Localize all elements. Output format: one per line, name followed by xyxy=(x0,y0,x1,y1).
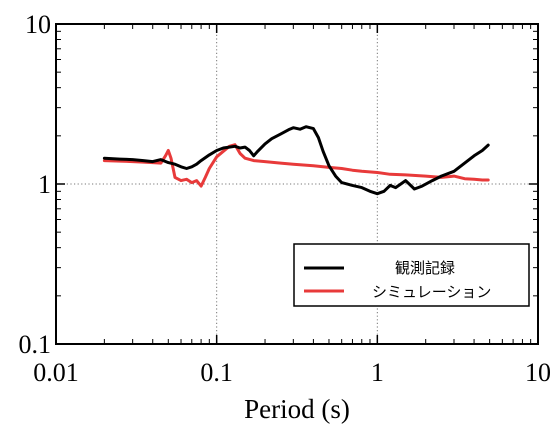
x-tick-label: 1 xyxy=(371,358,384,387)
y-tick-label: 1 xyxy=(38,170,51,199)
x-axis-title: Period (s) xyxy=(244,394,350,424)
series-simulation-line xyxy=(102,143,490,188)
x-tick-label: 0.1 xyxy=(200,358,233,387)
legend: 観測記録 シミュレーション xyxy=(293,243,530,307)
y-tick-label: 0.1 xyxy=(19,330,52,359)
series-lines xyxy=(102,125,490,196)
x-tick-label: 0.01 xyxy=(33,358,79,387)
legend-label-simulation: シミュレーション xyxy=(372,283,491,301)
legend-box xyxy=(293,243,530,307)
series-observed-line xyxy=(102,125,490,196)
x-tick-label: 10 xyxy=(525,358,551,387)
y-tick-label: 10 xyxy=(25,10,51,39)
legend-label-observed: 観測記録 xyxy=(395,259,455,277)
axis-ticks xyxy=(55,23,539,345)
